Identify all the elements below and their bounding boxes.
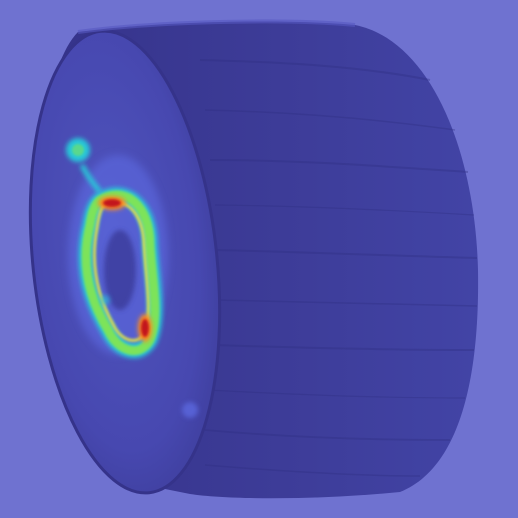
heatmap-overlay: [66, 138, 198, 418]
wood-grain: [199, 59, 478, 477]
top-rim-highlight: [77, 19, 356, 34]
